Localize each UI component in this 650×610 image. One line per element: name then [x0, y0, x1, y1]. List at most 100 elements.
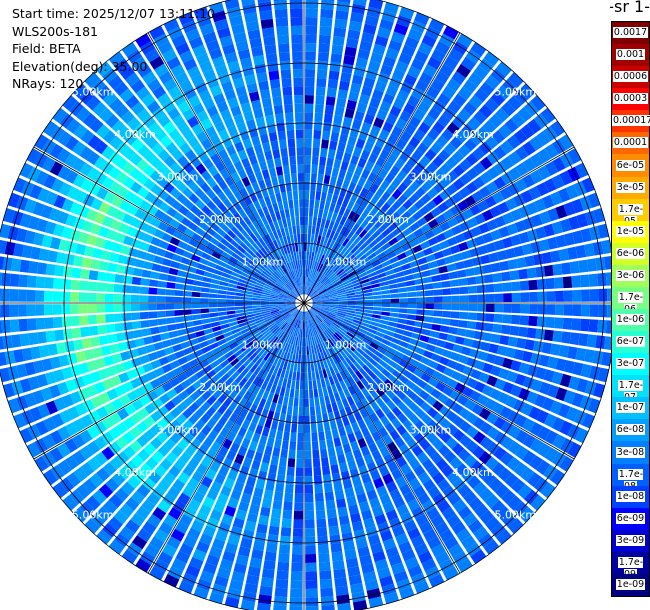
range-gate-cell	[108, 97, 124, 113]
range-gate-cell	[368, 239, 378, 249]
range-gate-cell	[306, 337, 309, 347]
range-gate-cell	[345, 312, 355, 317]
range-gate-cell	[90, 512, 106, 528]
range-gate-cell	[72, 418, 86, 432]
range-gate-cell	[153, 255, 164, 265]
range-gate-cell	[498, 124, 512, 139]
range-gate-cell	[520, 190, 534, 204]
range-gate-cell	[472, 147, 486, 161]
range-gate-cell	[462, 229, 474, 241]
range-gate-cell	[279, 359, 285, 369]
range-gate-cell	[44, 277, 54, 289]
range-gate-cell	[188, 425, 200, 438]
range-gate-cell	[248, 504, 260, 515]
range-gate-cell	[203, 247, 214, 256]
range-gate-cell	[184, 149, 197, 161]
range-gate-cell	[321, 457, 329, 467]
range-gate-cell	[240, 492, 252, 504]
range-gate-cell	[294, 484, 304, 494]
range-gate-cell	[131, 357, 142, 368]
range-gate-cell	[313, 388, 319, 398]
range-gate-cell	[165, 289, 175, 296]
range-gate-cell	[397, 194, 408, 205]
range-gate-cell	[428, 573, 445, 588]
range-gate-cell	[551, 221, 564, 235]
range-gate-cell	[462, 386, 474, 398]
range-gate-cell	[391, 562, 406, 575]
range-gate-cell	[252, 343, 261, 352]
range-gate-cell	[61, 304, 71, 315]
range-gate-cell	[271, 346, 278, 356]
range-gate-cell	[293, 363, 298, 372]
range-gate-cell	[211, 583, 227, 596]
range-gate-cell	[103, 239, 115, 251]
range-gate-cell	[43, 469, 58, 486]
range-gate-cell	[430, 78, 445, 92]
range-gate-cell	[109, 181, 122, 194]
range-gate-cell	[325, 258, 333, 267]
range-gate-cell	[350, 363, 359, 373]
range-gate-cell	[16, 363, 28, 378]
range-gate-cell	[319, 290, 328, 296]
range-gate-cell	[195, 227, 206, 237]
range-gate-cell	[496, 506, 512, 521]
range-gate-cell	[329, 305, 339, 309]
range-gate-cell	[206, 369, 217, 379]
range-gate-cell	[398, 292, 408, 298]
range-gate-cell	[331, 323, 339, 331]
range-gate-cell	[114, 209, 126, 222]
range-gate-cell	[563, 360, 575, 374]
range-gate-cell	[304, 424, 311, 433]
range-gate-cell	[135, 558, 152, 573]
range-gate-cell	[234, 306, 244, 310]
range-gate-cell	[383, 453, 395, 465]
range-gate-cell	[326, 192, 333, 203]
range-gate-cell	[367, 423, 378, 434]
range-gate-cell	[192, 280, 203, 287]
range-gate-cell	[407, 297, 417, 303]
range-gate-cell	[157, 318, 167, 326]
range-gate-cell	[514, 178, 528, 192]
range-gate-cell	[313, 252, 318, 262]
range-gate-cell	[318, 387, 324, 398]
range-gate-cell	[574, 162, 589, 179]
range-gate-cell	[250, 326, 259, 334]
range-gate-cell	[565, 406, 579, 422]
range-gate-cell	[148, 471, 162, 485]
range-gate-cell	[276, 330, 284, 338]
range-gate-cell	[332, 560, 345, 571]
range-gate-cell	[215, 334, 225, 342]
range-gate-cell	[391, 200, 402, 211]
range-gate-cell	[505, 197, 518, 211]
range-gate-cell	[355, 306, 365, 310]
range-gate-cell	[192, 450, 205, 463]
range-gate-cell	[255, 346, 264, 355]
range-gate-cell	[143, 415, 156, 428]
range-gate-cell	[233, 32, 247, 44]
range-gate-cell	[54, 329, 65, 342]
range-gate-cell	[305, 311, 309, 320]
range-gate-cell	[182, 174, 194, 186]
range-gate-cell	[139, 463, 153, 477]
range-gate-cell	[213, 269, 223, 276]
range-gate-cell	[301, 277, 303, 286]
range-gate-cell	[356, 358, 365, 368]
range-gate-cell	[516, 337, 527, 349]
range-gate-cell	[241, 176, 251, 187]
range-gate-cell	[349, 272, 358, 280]
range-gate-cell	[109, 412, 122, 425]
range-gate-cell	[425, 395, 437, 406]
range-gate-cell	[494, 293, 504, 303]
range-gate-cell	[389, 288, 399, 294]
range-gate-cell	[284, 422, 291, 433]
range-gate-cell	[486, 181, 499, 194]
range-gate-cell	[114, 532, 130, 548]
range-gate-cell	[223, 187, 233, 198]
range-label: 1.00km	[325, 255, 367, 268]
range-gate-cell	[299, 259, 302, 269]
range-gate-cell	[262, 312, 271, 317]
range-gate-cell	[253, 289, 263, 294]
range-gate-cell	[210, 321, 221, 328]
range-gate-cell	[476, 284, 486, 294]
range-gate-cell	[347, 303, 356, 306]
